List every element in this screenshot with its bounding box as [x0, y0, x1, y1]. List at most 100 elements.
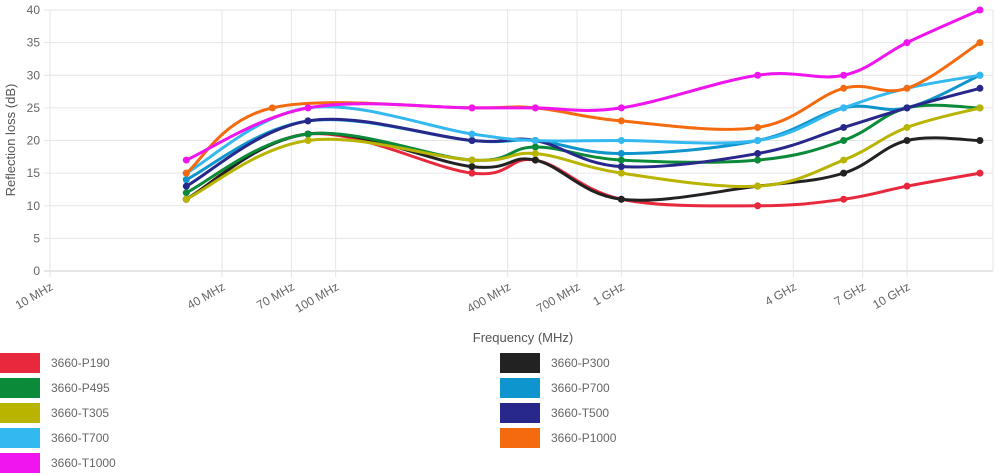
y-tick-label: 5	[33, 231, 40, 245]
x-tick-label: 40 MHz	[185, 279, 228, 312]
series-3660-t500	[182, 84, 984, 190]
series-line	[185, 8, 981, 162]
legend-swatch	[0, 403, 40, 423]
data-point	[304, 130, 312, 138]
data-point	[304, 104, 312, 112]
series-line	[185, 132, 981, 208]
data-point	[840, 71, 848, 79]
data-point	[754, 150, 762, 158]
data-point	[468, 163, 476, 171]
legend-item[interactable]: 3660-P300	[500, 353, 610, 373]
data-point	[617, 150, 625, 158]
legend-item[interactable]: 3660-P495	[0, 378, 110, 398]
series-lines	[182, 6, 984, 210]
legend-swatch	[500, 403, 540, 423]
data-point	[468, 130, 476, 138]
data-point	[903, 104, 911, 112]
legend-label: 3660-T1000	[51, 456, 116, 470]
data-point	[840, 84, 848, 92]
y-tick-label: 15	[27, 166, 41, 180]
data-point	[840, 156, 848, 164]
data-point	[976, 6, 984, 14]
legend: 3660-P190 3660-P300 3660-P495 3660-P700 3660…	[0, 353, 617, 473]
data-point	[840, 123, 848, 131]
x-axis-title: Frequency (MHz)	[473, 330, 573, 345]
legend-swatch	[0, 428, 40, 448]
data-point	[468, 156, 476, 164]
x-tick-label: 1 GHz	[590, 279, 626, 308]
y-axis-title: Reflection loss (dB)	[3, 84, 18, 197]
legend-label: 3660-P190	[51, 356, 110, 370]
data-point	[182, 195, 190, 203]
x-tick-label: 100 MHz	[293, 279, 342, 315]
legend-swatch	[0, 353, 40, 373]
legend-item[interactable]: 3660-T500	[500, 403, 609, 423]
series-3660-t305	[182, 104, 984, 203]
x-tick-label: 10 GHz	[870, 279, 912, 311]
x-tick-label: 10 MHz	[13, 279, 56, 312]
y-tick-label: 40	[27, 3, 41, 17]
legend-item[interactable]: 3660-P700	[500, 378, 610, 398]
data-point	[182, 169, 190, 177]
data-point	[903, 39, 911, 47]
data-point	[840, 137, 848, 144]
data-point	[617, 195, 625, 203]
legend-item[interactable]: 3660-P190	[0, 353, 110, 373]
series-line	[185, 86, 981, 188]
data-point	[903, 84, 911, 92]
data-point	[531, 104, 539, 112]
legend-item[interactable]: 3660-T1000	[0, 453, 116, 473]
x-tick-label: 700 MHz	[534, 279, 583, 315]
x-tick-label: 4 GHz	[762, 279, 798, 308]
data-point	[617, 137, 625, 144]
data-point	[617, 117, 625, 125]
legend-swatch	[500, 378, 540, 398]
data-point	[903, 123, 911, 131]
series-line	[185, 131, 980, 202]
data-point	[976, 39, 984, 47]
y-tick-label: 10	[27, 199, 41, 213]
legend-item[interactable]: 3660-P1000	[500, 428, 617, 448]
data-point	[840, 195, 848, 203]
legend-item[interactable]: 3660-T700	[0, 428, 109, 448]
y-tick-label: 35	[27, 36, 41, 50]
legend-swatch	[500, 353, 540, 373]
y-tick-label: 25	[27, 101, 41, 115]
data-point	[903, 182, 911, 190]
data-point	[182, 156, 190, 164]
legend-label: 3660-T305	[51, 406, 109, 420]
data-point	[468, 137, 476, 144]
series-3660-p700	[182, 71, 984, 184]
data-point	[182, 189, 190, 197]
data-point	[903, 137, 911, 144]
data-point	[182, 176, 190, 184]
y-tick-label: 0	[33, 264, 40, 278]
data-point	[976, 137, 984, 144]
y-tick-label: 20	[27, 134, 41, 148]
x-tick-label: 400 MHz	[465, 279, 514, 315]
data-point	[531, 143, 539, 151]
data-point	[531, 156, 539, 164]
data-point	[617, 156, 625, 164]
legend-swatch	[500, 428, 540, 448]
legend-label: 3660-P700	[551, 381, 610, 395]
data-point	[304, 137, 312, 144]
data-point	[617, 163, 625, 171]
legend-swatch	[0, 378, 40, 398]
series-line	[185, 73, 981, 175]
legend-item[interactable]: 3660-T305	[0, 403, 109, 423]
x-tick-label: 70 MHz	[254, 279, 297, 312]
data-point	[468, 169, 476, 177]
data-point	[976, 104, 984, 112]
data-point	[754, 156, 762, 164]
data-point	[976, 71, 984, 79]
data-point	[268, 104, 276, 112]
grid	[44, 9, 994, 277]
data-point	[754, 137, 762, 144]
x-tick-label: 7 GHz	[832, 279, 868, 308]
data-point	[617, 169, 625, 177]
data-point	[531, 150, 539, 158]
data-point	[304, 117, 312, 125]
